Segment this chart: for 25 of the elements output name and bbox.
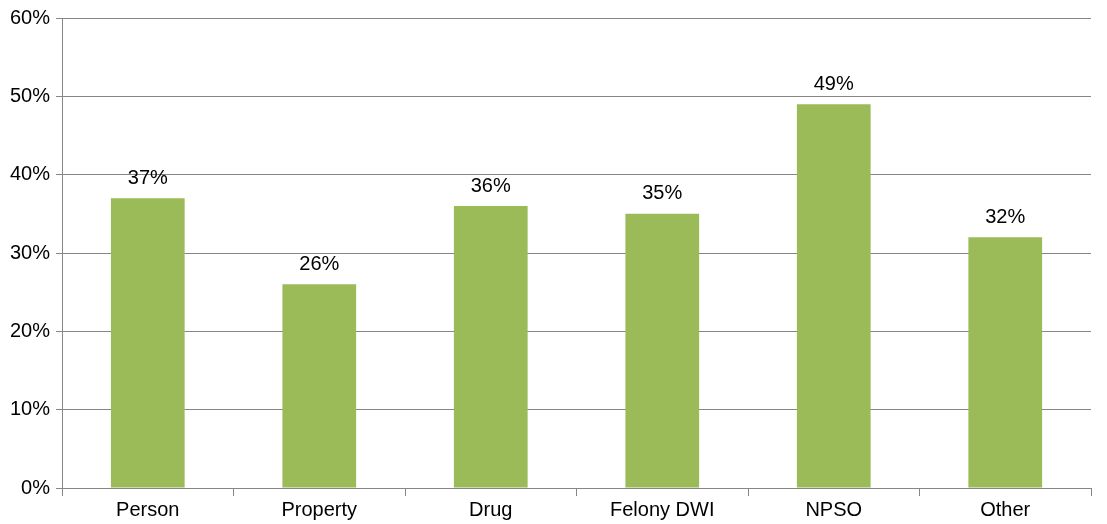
x-tick-label: Other <box>980 497 1031 520</box>
bar <box>282 284 357 488</box>
bar <box>968 237 1043 488</box>
x-tick-label: Person <box>116 497 180 520</box>
bar <box>453 206 528 488</box>
y-tick-label: 10% <box>10 397 51 420</box>
data-label: 36% <box>470 173 511 196</box>
data-label: 26% <box>299 251 340 274</box>
y-tick-label: 30% <box>10 240 51 263</box>
y-tick-label: 40% <box>10 162 51 185</box>
y-tick-label: 20% <box>10 318 51 341</box>
bar <box>110 198 185 488</box>
y-tick-label: 60% <box>10 5 51 28</box>
data-label: 35% <box>642 181 683 204</box>
data-label: 49% <box>813 71 854 94</box>
bar <box>796 104 871 488</box>
x-tick-label: Drug <box>469 497 513 520</box>
y-tick-label: 50% <box>10 83 51 106</box>
y-tick-label: 0% <box>21 475 51 498</box>
x-tick-label: Felony DWI <box>610 497 715 520</box>
data-label: 32% <box>985 204 1026 227</box>
bar <box>625 213 700 488</box>
x-tick-label: Property <box>281 497 358 520</box>
data-label: 37% <box>127 165 169 188</box>
x-tick-label: NPSO <box>805 497 863 520</box>
